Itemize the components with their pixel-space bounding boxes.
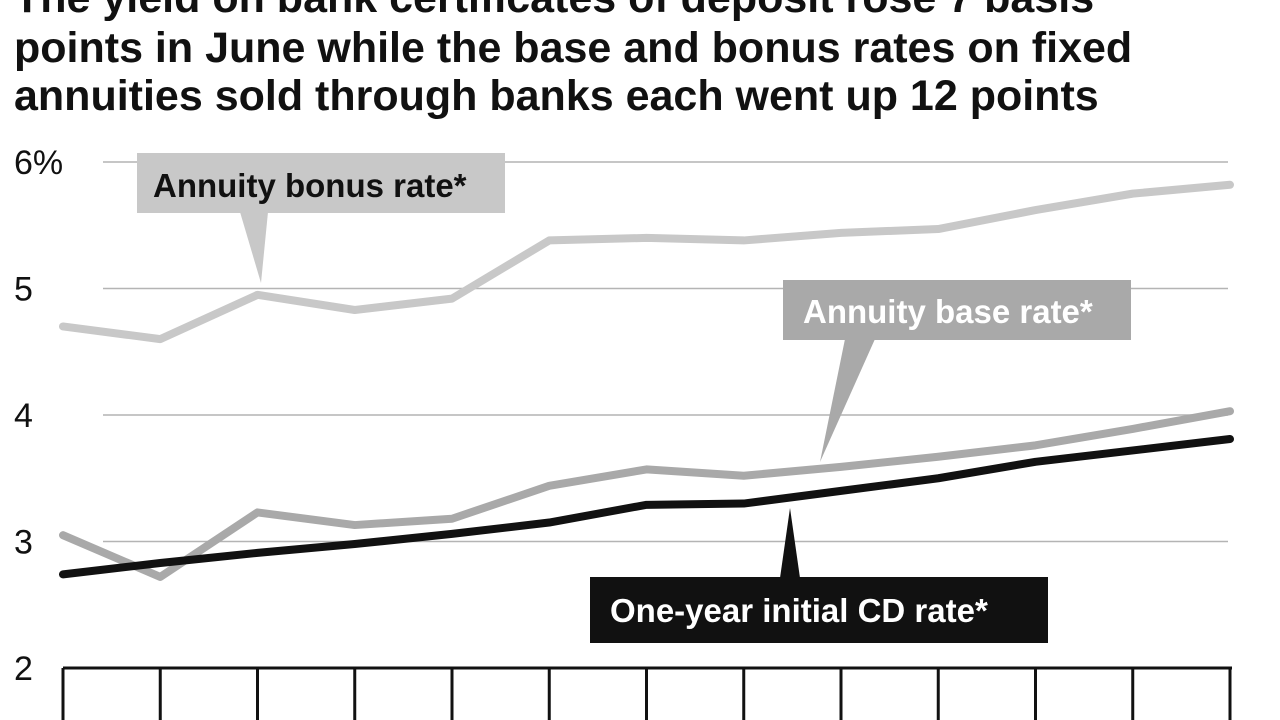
- x-axis: [61, 666, 1232, 720]
- callout-box: [783, 280, 1131, 340]
- chart-title: The yield on bank certificates of deposi…: [14, 0, 1132, 120]
- y-tick-label: 3: [14, 524, 33, 562]
- title-line-2: points in June while the base and bonus …: [14, 24, 1132, 72]
- title-line-1: The yield on bank certificates of deposi…: [14, 0, 1094, 22]
- y-tick-label: 4: [14, 397, 33, 435]
- series-label: Annuity bonus rate*: [153, 167, 467, 204]
- series-line-cd-rate: [59, 435, 1234, 579]
- gridlines: [103, 161, 1228, 543]
- callout-annuity-bonus-rate: Annuity bonus rate*: [137, 153, 505, 283]
- y-tick-label: 5: [14, 271, 33, 309]
- callout-box: [590, 577, 1048, 643]
- callout-pointer: [240, 212, 268, 283]
- series-label: One-year initial CD rate*: [610, 592, 988, 629]
- callout-annuity-base-rate: Annuity base rate*: [783, 280, 1131, 462]
- series-label: Annuity base rate*: [803, 293, 1093, 330]
- y-tick-label: 6%: [14, 144, 63, 182]
- y-tick-label: 2: [14, 650, 33, 688]
- title-line-3: annuities sold through banks each went u…: [14, 72, 1099, 120]
- callout-pointer: [780, 508, 800, 578]
- y-axis-ticks: 6% 5 4 3 2: [14, 144, 63, 688]
- callout-box: [137, 153, 505, 213]
- callout-pointer: [820, 339, 875, 462]
- series-callouts: Annuity bonus rate* Annuity base rate* One…: [137, 153, 1131, 643]
- series-lines: [59, 180, 1234, 581]
- callout-cd-rate: One-year initial CD rate*: [590, 508, 1048, 643]
